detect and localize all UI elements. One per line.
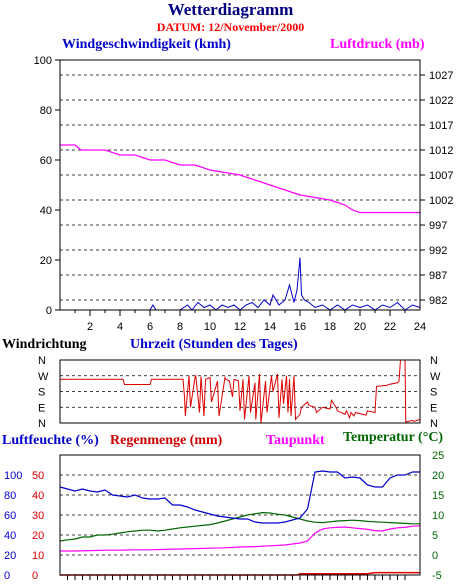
wind-speed-tick-label-5: 100 [34,55,52,67]
rain-axis-label: Regenmenge (mm) [110,433,223,448]
dewpoint-line [60,525,421,552]
wind-speed-axis-label: Windgeschwindigkeit (kmh) [62,37,231,52]
hour-tick-label-5: 12 [234,321,246,333]
pressure-tick-label-6: 1012 [429,145,453,157]
wind-direction-right-label-3: E [430,402,437,414]
wind-pressure-plot-frame [59,59,421,311]
wind-direction-right-label-1: W [430,371,441,383]
wind-direction-label: Windrichtung [2,337,87,352]
rain-tick-label-5: 50 [32,470,44,482]
wind-speed-line [60,257,421,311]
temperature-tick-label-1: 0 [432,550,438,562]
wind-direction-left-label-1: W [38,371,49,383]
dewpoint-axis-label: Taupunkt [266,433,325,448]
wind-direction-left-label-4: N [38,418,46,430]
pressure-axis-label: Luftdruck (mb) [330,37,425,52]
humidity-line [59,470,420,524]
temperature-tick-label-0: -5 [432,570,442,582]
humidity-tick-label-2: 40 [4,530,16,542]
rain-tick-label-1: 10 [32,550,44,562]
pressure-tick-label-1: 987 [429,270,447,282]
wind-direction-left-label-3: E [38,402,45,414]
pressure-tick-label-8: 1022 [429,95,453,107]
temperature-axis-label: Temperatur (°C) [343,430,444,445]
wind-direction-right-label-2: S [430,387,437,399]
humidity-tick-label-3: 60 [4,510,16,522]
hour-tick-label-11: 24 [414,321,426,333]
wind-speed-tick-label-2: 40 [40,205,52,217]
pressure-tick-label-2: 992 [429,245,447,257]
pressure-tick-label-0: 982 [429,295,447,307]
temperature-tick-label-4: 15 [432,490,444,502]
hour-tick-label-6: 14 [264,321,276,333]
wind-speed-tick-label-0: 0 [46,305,52,317]
humidity-tick-label-1: 20 [4,550,16,562]
rain-tick-label-0: 0 [32,570,38,582]
rain-tick-label-3: 30 [32,510,44,522]
pressure-tick-label-9: 1027 [429,70,453,82]
hour-tick-label-7: 16 [294,321,306,333]
wind-speed-tick-label-4: 80 [40,105,52,117]
wind-direction-left-label-2: S [38,387,45,399]
hour-tick-label-3: 8 [177,321,183,333]
humidity-tick-label-5: 100 [4,470,22,482]
wind-direction-right-label-0: N [430,355,438,367]
humidity-axis-label: Luftfeuchte (%) [2,433,99,448]
wind-direction-left-label-0: N [38,355,46,367]
humidity-temperature-plot-frame [59,454,421,576]
temperature-tick-label-6: 25 [432,450,444,462]
hour-tick-label-8: 18 [324,321,336,333]
hour-tick-label-10: 22 [384,321,396,333]
wind-direction-line [60,359,421,424]
hour-tick-label-9: 20 [354,321,366,333]
pressure-tick-label-5: 1007 [429,170,453,182]
pressure-tick-label-7: 1017 [429,120,453,132]
temperature-line [59,511,420,542]
temperature-tick-label-3: 10 [432,510,444,522]
hour-axis-label: Uhrzeit (Stunden des Tages) [130,337,298,352]
hour-tick-label-4: 10 [204,321,216,333]
wind-direction-right-label-4: N [430,418,438,430]
chart-title: Wetterdiagramm [167,0,294,19]
temperature-tick-label-2: 5 [432,530,438,542]
humidity-tick-label-4: 80 [4,490,16,502]
pressure-tick-label-4: 1002 [429,195,453,207]
wind-direction-plot-frame [59,359,421,424]
hour-tick-label-1: 4 [117,321,123,333]
temperature-tick-label-5: 20 [432,470,444,482]
rain-tick-label-4: 40 [32,490,44,502]
hour-tick-label-2: 6 [147,321,153,333]
wind-speed-tick-label-1: 20 [40,255,52,267]
pressure-tick-label-3: 997 [429,220,447,232]
hour-tick-label-0: 2 [87,321,93,333]
wind-speed-tick-label-3: 60 [40,155,52,167]
pressure-line [60,144,420,214]
chart-date: DATUM: 12/November/2000 [156,20,305,34]
humidity-tick-label-0: 0 [4,570,10,582]
rain-tick-label-2: 20 [32,530,44,542]
